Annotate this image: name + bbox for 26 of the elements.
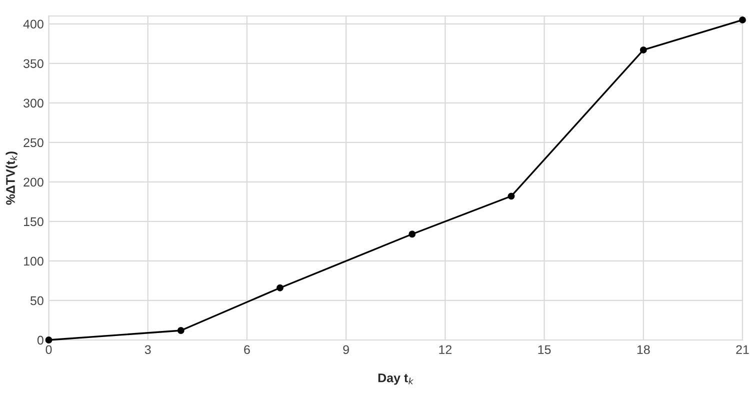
y-tick-label: 350	[24, 59, 44, 68]
x-tick-label: 0	[46, 345, 52, 354]
x-tick-label: 18	[637, 345, 650, 354]
x-tick-label: 9	[343, 345, 349, 354]
x-tick-label: 12	[439, 345, 452, 354]
y-tick-label: 0	[37, 336, 44, 345]
y-tick-label: 50	[30, 296, 44, 306]
y-tick-label: 200	[24, 178, 44, 187]
x-tick-label: 15	[538, 345, 551, 354]
y-axis-title: %ΔTV(t$_{k}$)	[6, 152, 18, 205]
point	[276, 284, 284, 292]
x-tick-label: 21	[736, 345, 749, 354]
point	[739, 16, 746, 24]
y-tick-label: 400	[23, 20, 44, 29]
point	[177, 327, 184, 334]
y-tick-label: 300	[24, 98, 44, 108]
point	[640, 46, 647, 54]
x-tick-label: 6	[244, 345, 250, 354]
point	[408, 230, 416, 238]
y-tick-label: 150	[24, 217, 44, 226]
x-tick-label: 3	[144, 345, 151, 354]
point	[508, 192, 515, 200]
point	[45, 336, 52, 344]
y-tick-label: 250	[24, 138, 44, 148]
x-axis-title: Day t$_{k}$	[378, 374, 414, 385]
y-tick-label: 100	[24, 256, 44, 266]
